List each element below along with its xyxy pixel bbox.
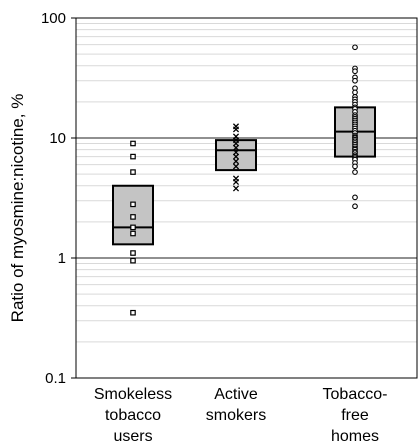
y-tick-label: 1 — [58, 250, 66, 267]
data-point — [130, 140, 136, 147]
data-point — [130, 201, 136, 208]
data-point — [352, 44, 358, 51]
data-point — [130, 153, 136, 160]
data-point — [130, 224, 136, 231]
data-point — [232, 126, 240, 133]
y-axis-title: Ratio of myosmine:nicotine, % — [8, 94, 27, 323]
y-tick-label: 100 — [41, 10, 66, 27]
data-point — [130, 309, 136, 316]
x-category-label: Tobacco-free homes — [323, 386, 388, 445]
x-category-label-line: smokers — [206, 407, 266, 424]
data-point — [232, 153, 240, 160]
x-category-label: Active smokers — [206, 386, 266, 424]
data-point — [352, 194, 358, 201]
x-categories: Smokeless tobacco users Active smokers Tobacc… — [94, 386, 388, 445]
data-point — [130, 257, 136, 264]
data-point — [232, 144, 240, 151]
y-tick-label: 0.1 — [45, 370, 66, 387]
data-point — [352, 77, 358, 84]
data-point — [232, 185, 240, 192]
x-category-label-line: tobacco — [105, 407, 161, 424]
plot-frame — [75, 17, 418, 379]
x-category-label-line: Tobacco- — [323, 386, 388, 403]
data-point — [352, 89, 358, 96]
data-point — [352, 169, 358, 175]
data-point — [352, 163, 358, 170]
y-ticks: 0.1 1 10 100 — [41, 10, 76, 387]
x-category-label-line: homes — [331, 428, 379, 445]
data-point — [232, 158, 240, 165]
x-category-label-line: Smokeless — [94, 386, 172, 403]
x-category-label-line: users — [113, 428, 152, 445]
x-category-label-line: free — [341, 407, 369, 424]
data-points — [130, 44, 358, 316]
boxes — [112, 106, 376, 246]
data-point — [130, 169, 136, 175]
x-category-label: Smokeless tobacco users — [94, 386, 172, 445]
data-point — [352, 203, 358, 210]
data-point — [130, 214, 136, 220]
data-point — [130, 250, 136, 256]
y-tick-label: 10 — [49, 130, 66, 147]
data-point — [232, 178, 240, 186]
x-category-label-line: Active — [214, 386, 258, 403]
data-point — [130, 230, 136, 237]
data-point — [232, 163, 240, 170]
data-point — [352, 68, 358, 75]
